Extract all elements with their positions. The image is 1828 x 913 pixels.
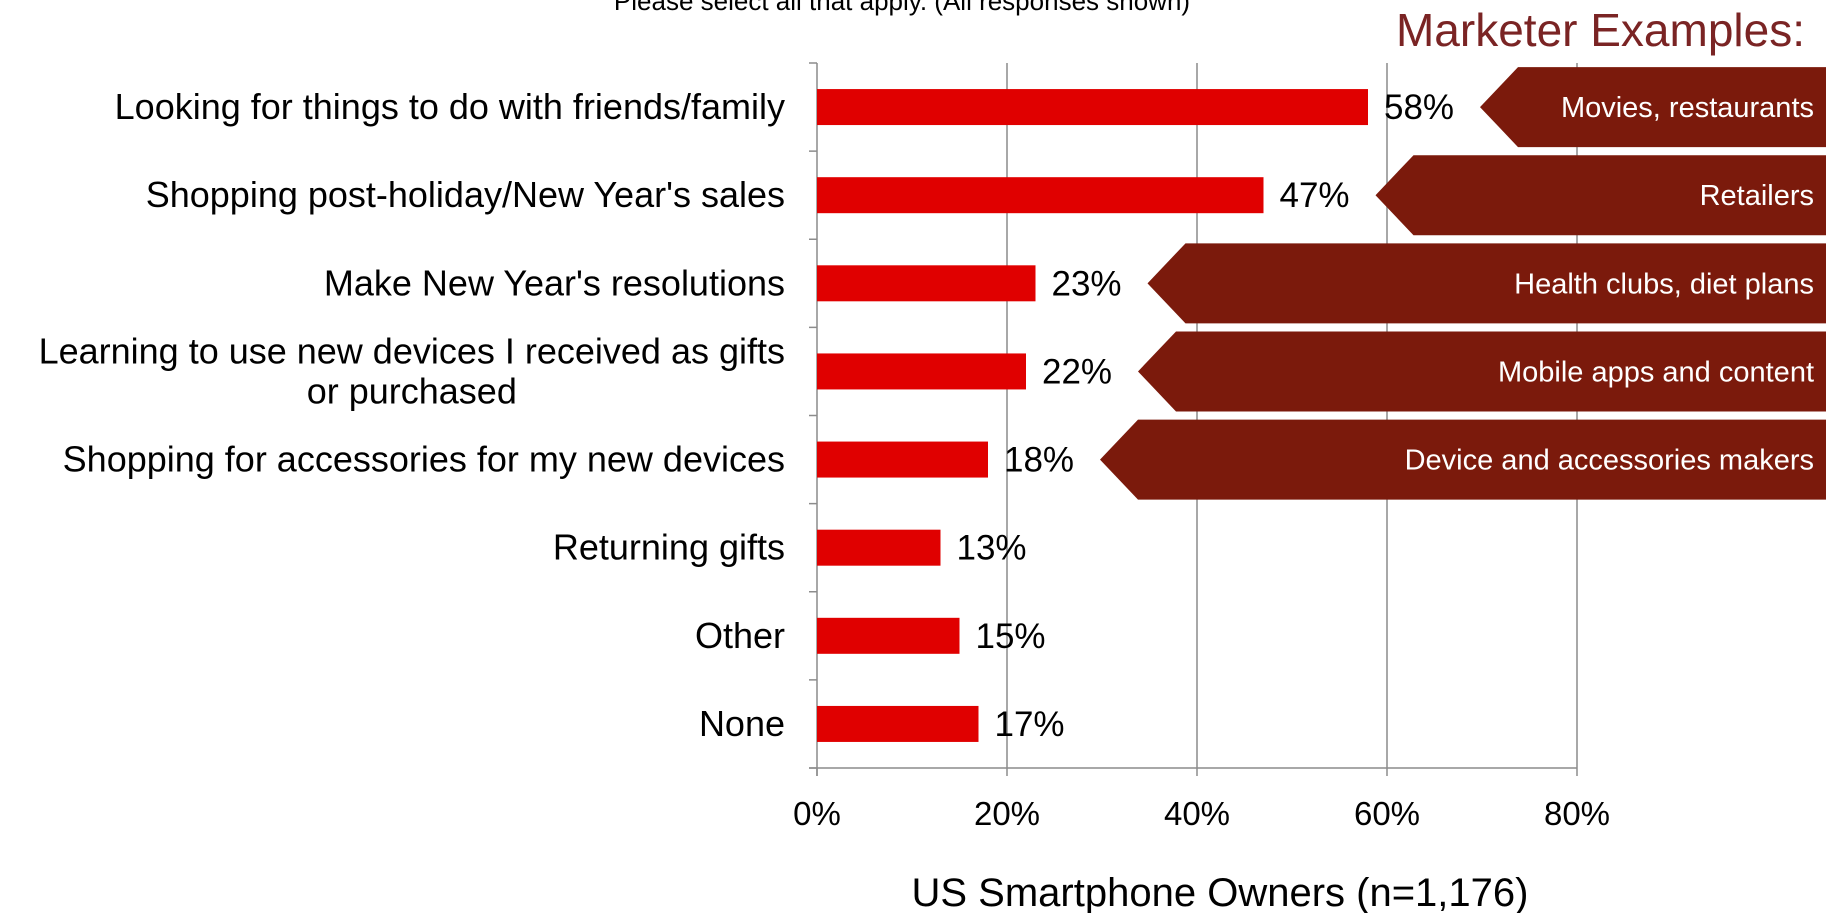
x-tick-label: 20% bbox=[974, 795, 1040, 832]
category-label-line: Shopping post-holiday/New Year's sales bbox=[146, 174, 785, 215]
marketer-examples-title: Marketer Examples: bbox=[1396, 4, 1805, 56]
bar bbox=[817, 353, 1026, 390]
data-label: 22% bbox=[1042, 352, 1112, 391]
bar bbox=[817, 89, 1368, 126]
marketer-callout-text: Mobile apps and content bbox=[1498, 356, 1814, 388]
data-label: 47% bbox=[1280, 176, 1350, 215]
category-label-line: Make New Year's resolutions bbox=[324, 262, 785, 303]
data-label: 17% bbox=[995, 705, 1065, 744]
category-label: Looking for things to do with friends/fa… bbox=[115, 86, 785, 127]
marketer-callout-text: Retailers bbox=[1700, 180, 1814, 212]
category-label: Other bbox=[695, 615, 785, 656]
data-label: 18% bbox=[1004, 441, 1074, 480]
bar bbox=[817, 177, 1264, 214]
marketer-callout-arrow bbox=[1147, 243, 1826, 324]
category-label-line: or purchased bbox=[307, 370, 517, 411]
data-label: 23% bbox=[1052, 264, 1122, 303]
bar bbox=[817, 529, 941, 566]
category-label-line: Looking for things to do with friends/fa… bbox=[115, 86, 785, 127]
category-label: Learning to use new devices I received a… bbox=[39, 330, 785, 411]
marketer-callout-text: Movies, restaurants bbox=[1561, 92, 1814, 124]
marketer-callout-arrow bbox=[1480, 67, 1826, 148]
data-label: 13% bbox=[957, 529, 1027, 568]
marketer-callout-arrow bbox=[1375, 155, 1826, 236]
category-label: Make New Year's resolutions bbox=[324, 262, 785, 303]
marketer-callout-text: Device and accessories makers bbox=[1405, 445, 1814, 477]
x-tick-label: 80% bbox=[1544, 795, 1610, 832]
category-label-line: Returning gifts bbox=[553, 527, 785, 568]
category-label: Shopping post-holiday/New Year's sales bbox=[146, 174, 785, 215]
category-label-line: None bbox=[699, 703, 785, 744]
bar bbox=[817, 265, 1036, 302]
marketer-callout-text: Health clubs, diet plans bbox=[1514, 268, 1814, 300]
category-label: Returning gifts bbox=[553, 527, 785, 568]
category-label: Shopping for accessories for my new devi… bbox=[63, 439, 785, 480]
bar bbox=[817, 617, 960, 654]
x-tick-labels: 0% 20% 40% 60% 80% bbox=[793, 795, 1610, 832]
data-label: 58% bbox=[1384, 88, 1454, 127]
x-axis-label: US Smartphone Owners (n=1,176) bbox=[912, 871, 1529, 913]
x-tick-label: 60% bbox=[1354, 795, 1420, 832]
marketer-callout-arrow bbox=[1100, 419, 1826, 500]
category-label-line: Shopping for accessories for my new devi… bbox=[63, 439, 785, 480]
marketer-callouts: Movies, restaurants Retailers Health clubs… bbox=[1100, 67, 1826, 500]
data-label: 15% bbox=[976, 617, 1046, 656]
category-labels: Looking for things to do with friends/fa… bbox=[39, 86, 785, 744]
bars: 58% 47% 23% 22% 18% 13% 15% 17% bbox=[817, 88, 1454, 744]
category-label-line: Learning to use new devices I received a… bbox=[39, 330, 785, 371]
x-tick-label: 40% bbox=[1164, 795, 1230, 832]
x-tick-label: 0% bbox=[793, 795, 841, 832]
category-label-line: Other bbox=[695, 615, 785, 656]
bar bbox=[817, 441, 988, 478]
category-label: None bbox=[699, 703, 785, 744]
marketer-callout-arrow bbox=[1138, 331, 1826, 412]
bar bbox=[817, 705, 979, 742]
chart-subtitle: Please select all that apply. (All respo… bbox=[614, 0, 1190, 16]
